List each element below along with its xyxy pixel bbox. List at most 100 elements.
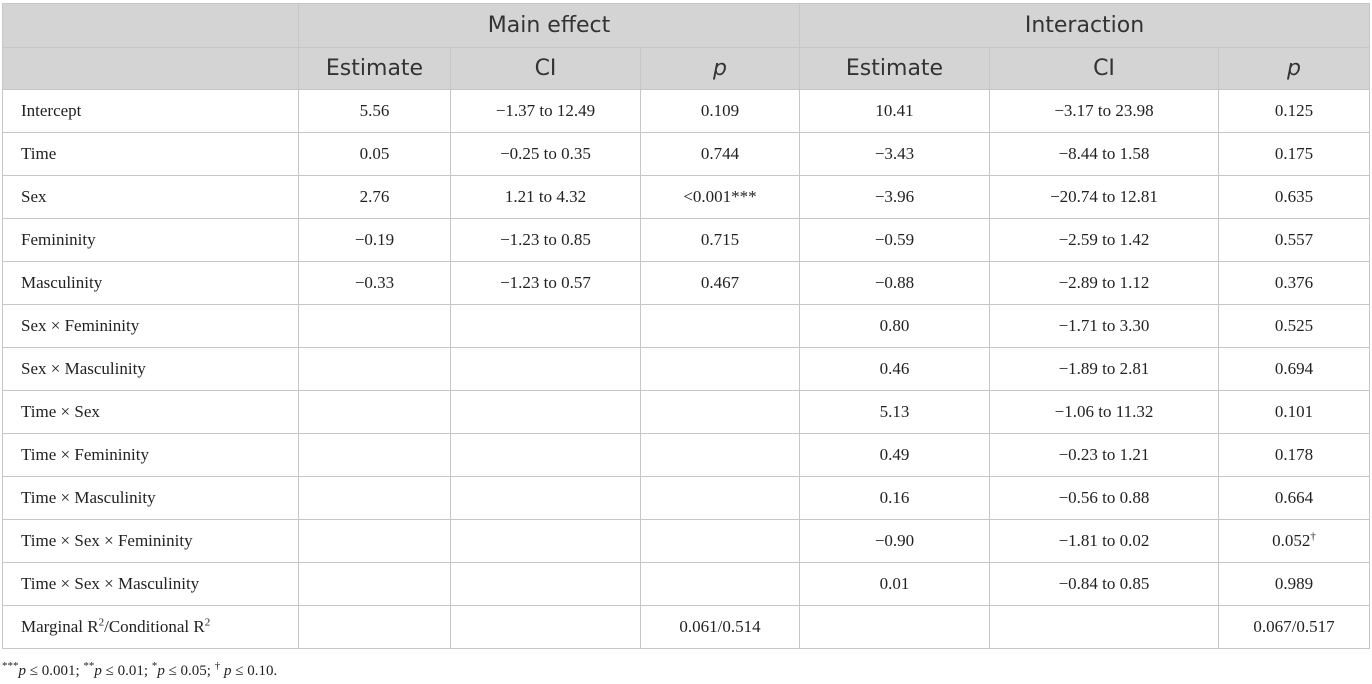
cell-main-ci: −1.23 to 0.57: [450, 261, 641, 305]
cell-main-p: [640, 519, 800, 563]
cell-main-ci: −1.23 to 0.85: [450, 218, 641, 262]
cell-main-p: 0.467: [640, 261, 800, 305]
cell-int-p: 0.175: [1217, 132, 1371, 176]
cell-int-p: 0.052†: [1217, 519, 1371, 563]
cell-main-ci: [450, 347, 641, 391]
cell-int-p: 0.525: [1217, 304, 1371, 348]
col-header-int-p: p: [1217, 47, 1371, 90]
row-label: Sex: [2, 175, 299, 219]
table-row: Time × Masculinity 0.16 −0.56 to 0.88 0.664: [2, 476, 1371, 520]
cell-int-estimate: [799, 605, 990, 649]
cell-int-p: 0.989: [1217, 562, 1371, 606]
cell-int-ci: −1.89 to 2.81: [989, 347, 1219, 391]
header-blank: [2, 3, 299, 48]
row-label: Time × Sex: [2, 390, 299, 434]
col-header-main-estimate: Estimate: [298, 47, 451, 90]
row-label: Time: [2, 132, 299, 176]
table-row: Time × Sex 5.13 −1.06 to 11.32 0.101: [2, 390, 1371, 434]
row-label: Sex × Masculinity: [2, 347, 299, 391]
cell-main-estimate: [298, 390, 451, 434]
cell-int-estimate: 0.49: [799, 433, 990, 477]
cell-main-p: [640, 433, 800, 477]
group-header-interaction: Interaction: [798, 3, 1371, 48]
cell-main-p: 0.744: [640, 132, 800, 176]
cell-int-ci: [989, 605, 1219, 649]
row-label: Time × Sex × Femininity: [2, 519, 299, 563]
row-label: Time × Sex × Masculinity: [2, 562, 299, 606]
cell-main-ci: 1.21 to 4.32: [450, 175, 641, 219]
cell-main-estimate: 0.05: [298, 132, 451, 176]
cell-main-estimate: [298, 304, 451, 348]
cell-int-estimate: 0.80: [799, 304, 990, 348]
cell-main-ci: [450, 433, 641, 477]
cell-int-ci: −0.84 to 0.85: [989, 562, 1219, 606]
cell-main-p: [640, 476, 800, 520]
cell-int-estimate: 10.41: [799, 89, 990, 133]
cell-main-ci: [450, 304, 641, 348]
row-label: Femininity: [2, 218, 299, 262]
cell-main-estimate: [298, 519, 451, 563]
col-header-int-estimate: Estimate: [799, 47, 990, 90]
row-label: Masculinity: [2, 261, 299, 305]
cell-int-p: 0.635: [1217, 175, 1371, 219]
cell-main-p: <0.001***: [640, 175, 800, 219]
table-row: Sex × Femininity 0.80 −1.71 to 3.30 0.525: [2, 304, 1371, 348]
cell-main-estimate: [298, 433, 451, 477]
row-label: Marginal R2/Conditional R2: [2, 605, 299, 649]
cell-int-ci: −8.44 to 1.58: [989, 132, 1219, 176]
footnote: ***p ≤ 0.001; **p ≤ 0.01; *p ≤ 0.05; † p…: [2, 660, 278, 680]
cell-main-estimate: [298, 605, 451, 649]
row-label: Time × Masculinity: [2, 476, 299, 520]
table-row: Time × Sex × Masculinity 0.01 −0.84 to 0.8…: [2, 562, 1371, 606]
cell-main-estimate: [298, 562, 451, 606]
cell-int-ci: −1.81 to 0.02: [989, 519, 1219, 563]
cell-main-ci: −1.37 to 12.49: [450, 89, 641, 133]
cell-main-estimate: 2.76: [298, 175, 451, 219]
table-row: Sex × Masculinity 0.46 −1.89 to 2.81 0.694: [2, 347, 1371, 391]
cell-int-p: 0.694: [1217, 347, 1371, 391]
table-row: Femininity −0.19 −1.23 to 0.85 0.715 −0.59 −2…: [2, 218, 1371, 262]
table-row: Intercept 5.56 −1.37 to 12.49 0.109 10.41 −3.…: [2, 89, 1371, 133]
table-row-r2: Marginal R2/Conditional R2 0.061/0.514 0…: [2, 605, 1371, 649]
cell-int-p: 0.067/0.517: [1217, 605, 1371, 649]
cell-int-estimate: −0.90: [799, 519, 990, 563]
cell-int-p: 0.101: [1217, 390, 1371, 434]
cell-int-estimate: 0.16: [799, 476, 990, 520]
regression-table: Main effect Interaction Estimate CI p Es…: [2, 3, 1371, 649]
cell-main-ci: [450, 476, 641, 520]
cell-main-p: [640, 347, 800, 391]
row-label: Time × Femininity: [2, 433, 299, 477]
table-row: Time × Femininity 0.49 −0.23 to 1.21 0.178: [2, 433, 1371, 477]
cell-main-estimate: −0.19: [298, 218, 451, 262]
group-header-main-effect: Main effect: [298, 3, 800, 48]
cell-int-estimate: −3.43: [799, 132, 990, 176]
cell-int-p: 0.376: [1217, 261, 1371, 305]
cell-int-estimate: −0.59: [799, 218, 990, 262]
cell-int-ci: −3.17 to 23.98: [989, 89, 1219, 133]
cell-int-estimate: 0.46: [799, 347, 990, 391]
cell-int-ci: −1.06 to 11.32: [989, 390, 1219, 434]
cell-main-p: [640, 390, 800, 434]
cell-int-estimate: 0.01: [799, 562, 990, 606]
table-row: Masculinity −0.33 −1.23 to 0.57 0.467 −0.88−…: [2, 261, 1371, 305]
cell-main-ci: [450, 562, 641, 606]
cell-int-ci: −0.23 to 1.21: [989, 433, 1219, 477]
cell-int-p: 0.125: [1217, 89, 1371, 133]
cell-main-ci: [450, 390, 641, 434]
cell-int-ci: −20.74 to 12.81: [989, 175, 1219, 219]
table-row: Time 0.05 −0.25 to 0.35 0.744 −3.43 −8.44 to …: [2, 132, 1371, 176]
header-blank-2: [2, 47, 299, 90]
row-label: Intercept: [2, 89, 299, 133]
cell-main-estimate: 5.56: [298, 89, 451, 133]
cell-int-ci: −2.59 to 1.42: [989, 218, 1219, 262]
cell-main-estimate: −0.33: [298, 261, 451, 305]
cell-main-p: [640, 562, 800, 606]
cell-int-p: 0.557: [1217, 218, 1371, 262]
cell-main-p: [640, 304, 800, 348]
row-label: Sex × Femininity: [2, 304, 299, 348]
cell-main-ci: −0.25 to 0.35: [450, 132, 641, 176]
cell-int-estimate: −3.96: [799, 175, 990, 219]
cell-int-p: 0.178: [1217, 433, 1371, 477]
col-header-int-ci: CI: [989, 47, 1219, 90]
cell-main-ci: [450, 605, 641, 649]
